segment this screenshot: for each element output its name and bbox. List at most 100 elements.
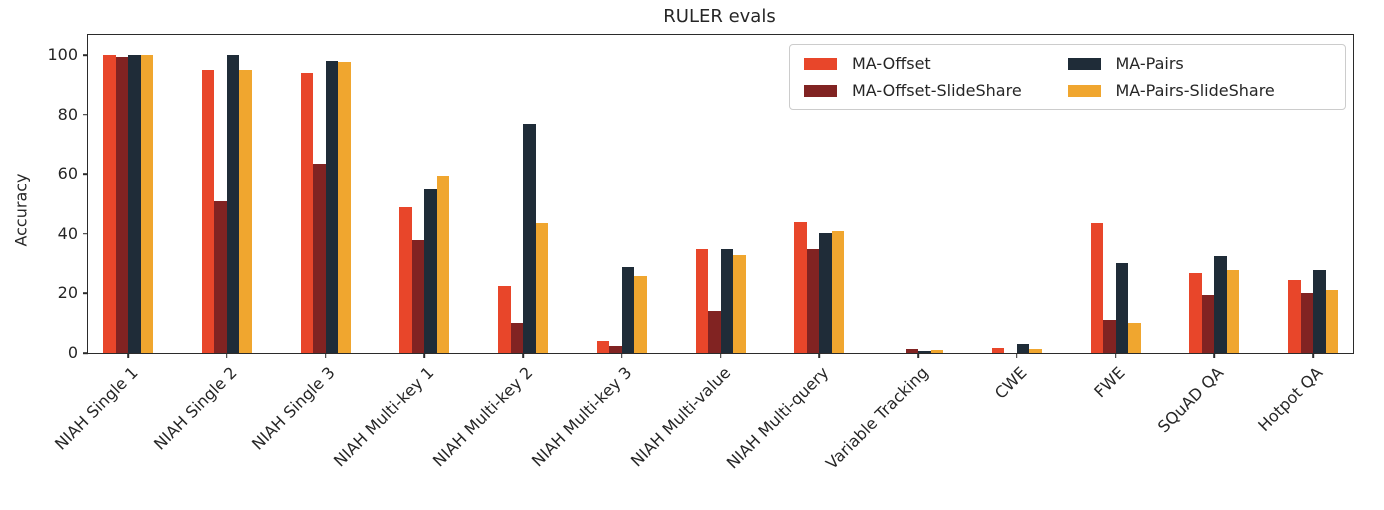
y-tick-mark — [83, 292, 88, 295]
bar — [498, 285, 511, 353]
x-tick-label: Hotpot QA — [1254, 363, 1327, 436]
bar — [609, 345, 622, 353]
bar — [201, 69, 215, 353]
bar — [300, 72, 313, 353]
x-tick-mark — [522, 353, 524, 358]
y-tick-mark — [83, 173, 88, 175]
bar — [1214, 255, 1227, 353]
y-tick-mark — [83, 352, 88, 354]
x-tick-mark — [818, 353, 821, 358]
bar — [733, 255, 746, 353]
y-tick-label: 20 — [57, 283, 78, 303]
bar — [140, 54, 153, 353]
x-tick-mark — [1312, 353, 1314, 358]
bar — [1313, 269, 1326, 353]
legend-item: MA-Pairs — [1067, 54, 1332, 73]
legend-item: MA-Offset — [804, 54, 1068, 73]
x-tick-label: NIAH Multi-key 3 — [527, 363, 636, 471]
x-tick-label: NIAH Single 3 — [248, 363, 339, 454]
bar — [325, 60, 338, 353]
x-tick-mark — [620, 353, 623, 358]
x-tick-label: NIAH Single 2 — [149, 363, 241, 454]
legend-label: MA-Pairs — [1115, 54, 1184, 73]
y-tick-mark — [83, 113, 88, 116]
y-tick-label: 0 — [67, 343, 78, 362]
bar — [411, 239, 425, 353]
y-tick-label: 80 — [57, 104, 78, 124]
bar — [695, 248, 708, 353]
y-tick-mark — [83, 232, 88, 235]
x-tick-mark — [719, 353, 722, 358]
legend-swatch — [1067, 84, 1101, 97]
bar — [1288, 279, 1301, 353]
bar — [905, 349, 918, 353]
bar — [831, 231, 845, 353]
bar — [1090, 223, 1103, 353]
x-tick-mark — [1114, 353, 1117, 358]
x-tick-label: NIAH Multi-value — [626, 363, 734, 471]
bar — [1016, 344, 1030, 353]
bar — [1029, 349, 1042, 353]
bar — [1325, 289, 1338, 353]
bar — [918, 351, 931, 353]
x-tick-label: Variable Tracking — [821, 363, 932, 473]
x-tick-label: FWE — [1090, 363, 1129, 402]
bar — [1300, 292, 1313, 353]
x-tick-label: NIAH Multi-query — [723, 363, 833, 473]
legend-item: MA-Pairs-SlideShare — [1067, 81, 1332, 100]
bar — [436, 175, 450, 353]
bar — [1226, 270, 1240, 353]
legend: MA-Offset MA-Offset-SlideShare MA-Pairs MA-… — [789, 44, 1346, 110]
bar — [313, 163, 326, 353]
x-tick-mark — [127, 353, 129, 358]
legend-item: MA-Offset-SlideShare — [804, 81, 1068, 100]
bar — [226, 54, 240, 353]
y-tick-mark — [83, 54, 88, 56]
bar — [1201, 294, 1215, 353]
bar — [806, 249, 820, 353]
x-tick-mark — [225, 353, 228, 358]
legend-label: MA-Offset — [852, 54, 931, 73]
bar — [720, 248, 733, 353]
y-tick-label: 100 — [47, 44, 78, 64]
x-tick-label: NIAH Single 1 — [50, 363, 142, 454]
x-tick-mark — [1015, 353, 1018, 358]
x-tick-label: NIAH Multi-key 2 — [429, 363, 537, 471]
legend-swatch — [804, 84, 837, 97]
bar — [128, 54, 141, 353]
x-tick-mark — [917, 353, 919, 358]
bar — [794, 221, 807, 353]
bar — [523, 123, 536, 353]
bar — [103, 54, 116, 353]
bar — [399, 206, 412, 353]
legend-label: MA-Offset-SlideShare — [852, 81, 1022, 100]
x-tick-label: CWE — [990, 363, 1031, 403]
x-tick-mark — [324, 353, 327, 358]
bar — [708, 311, 721, 353]
bar — [115, 56, 128, 353]
bar — [214, 201, 227, 353]
bar — [991, 347, 1005, 353]
x-tick-label: SQuAD QA — [1154, 363, 1228, 437]
x-tick-mark — [423, 353, 426, 358]
x-tick-label: NIAH Multi-key 1 — [330, 363, 438, 471]
bar — [510, 323, 523, 353]
bar — [621, 266, 635, 353]
bar — [338, 62, 351, 353]
bar — [1115, 263, 1128, 353]
y-tick-label: 60 — [57, 164, 78, 184]
bar — [819, 233, 832, 353]
y-axis-label: Accuracy — [11, 173, 31, 247]
legend-swatch — [1067, 57, 1101, 70]
y-tick-label: 40 — [57, 223, 78, 243]
bar — [535, 222, 548, 353]
chart-title: RULER evals — [663, 6, 776, 27]
bar — [239, 69, 252, 353]
bar — [1189, 272, 1202, 353]
bar — [596, 341, 610, 353]
legend-swatch — [804, 57, 837, 70]
bar — [424, 189, 437, 353]
bar — [1103, 320, 1116, 353]
legend-label: MA-Pairs-SlideShare — [1115, 81, 1275, 100]
